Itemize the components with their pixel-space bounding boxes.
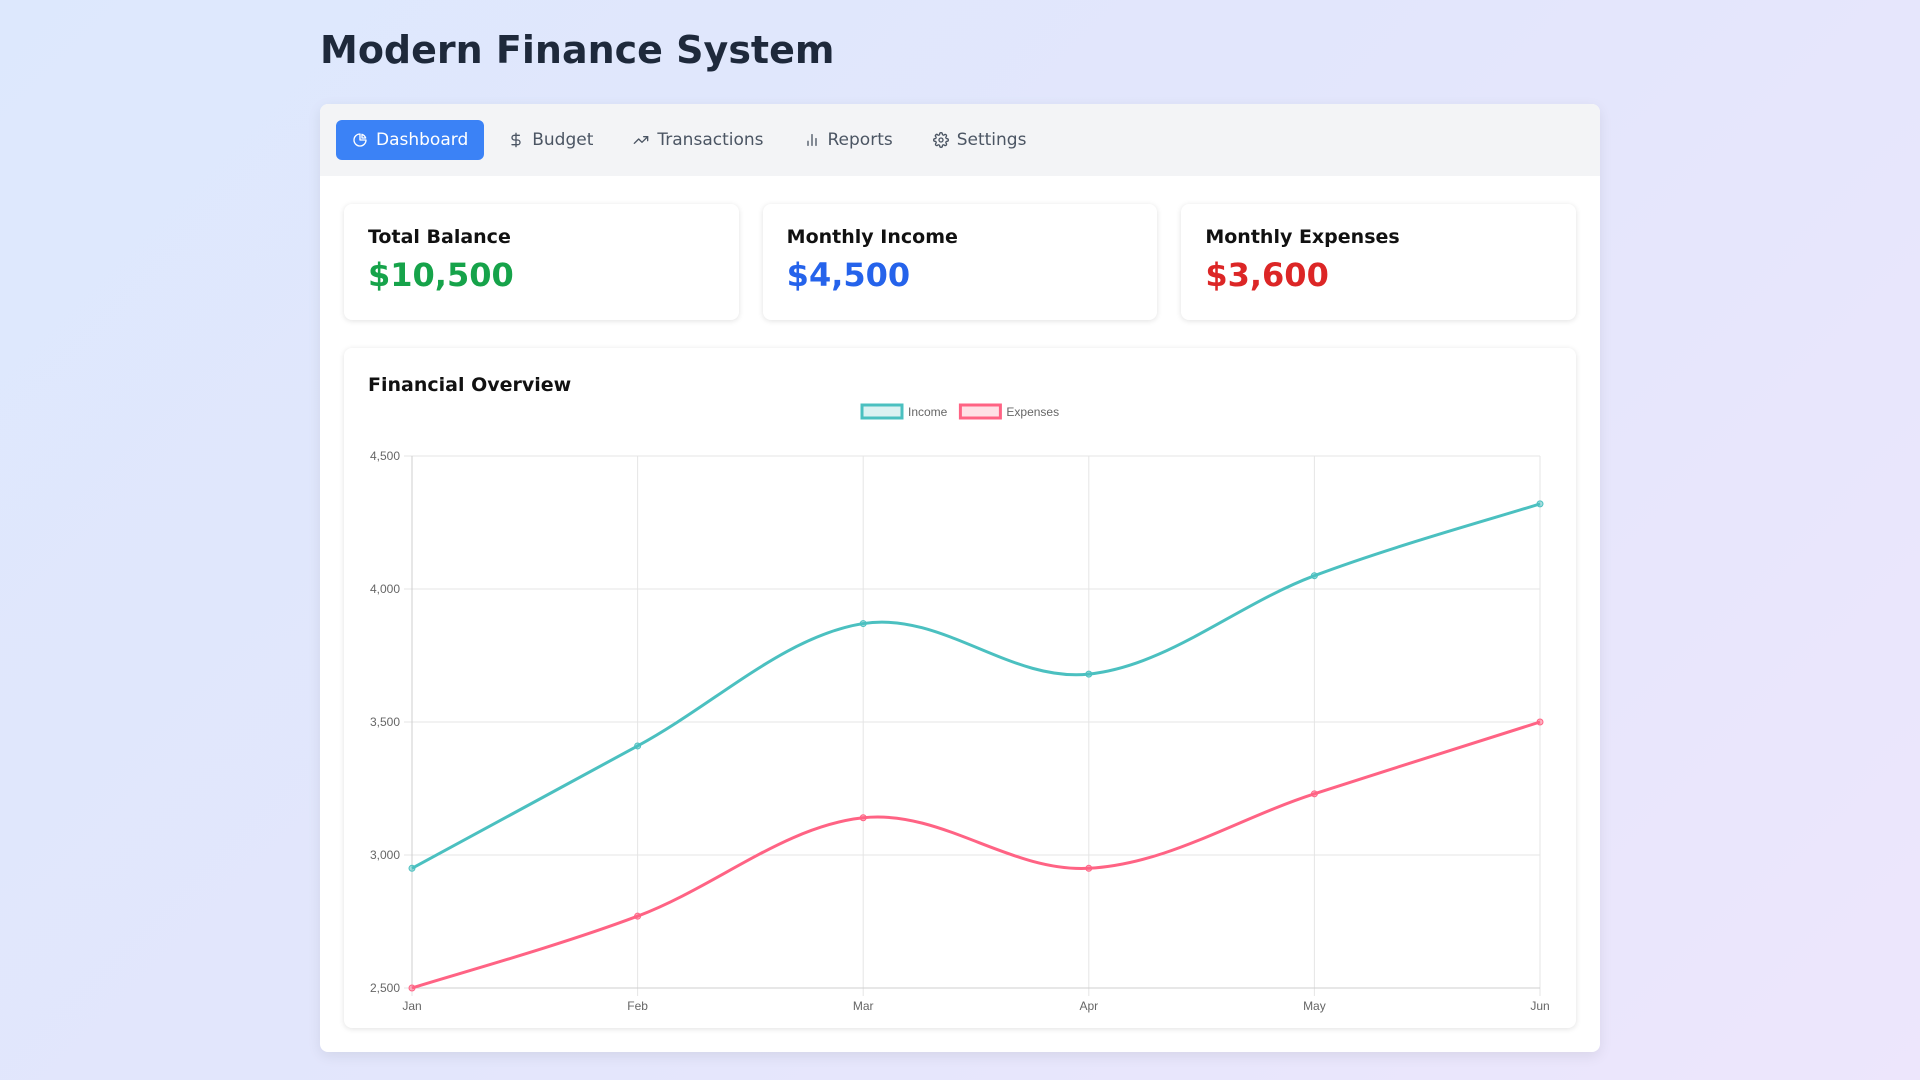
- income-point: [1536, 500, 1544, 508]
- expenses-point: [634, 912, 642, 920]
- tab-reports[interactable]: Reports: [788, 120, 909, 160]
- x-tick-label: Feb: [627, 999, 648, 1013]
- stat-label: Total Balance: [368, 226, 511, 248]
- income-point: [634, 742, 642, 750]
- tab-label: Reports: [827, 130, 893, 150]
- y-tick-label: 4,000: [370, 582, 400, 596]
- income-point: [1085, 670, 1093, 678]
- expenses-point: [859, 814, 867, 822]
- legend-swatch: [958, 403, 1002, 420]
- monthly-expenses-card: Monthly Expenses $3,600: [1181, 204, 1577, 320]
- chart-title: Financial Overview: [368, 374, 572, 396]
- total-balance-value: $10,500: [368, 256, 514, 294]
- x-tick-label: Jun: [1530, 999, 1549, 1013]
- stat-label: Monthly Income: [786, 226, 958, 248]
- x-tick-label: Apr: [1079, 999, 1098, 1013]
- income-point: [408, 864, 416, 872]
- tab-budget[interactable]: Budget: [492, 120, 609, 160]
- stat-label: Monthly Expenses: [1205, 226, 1400, 248]
- legend-swatch: [860, 403, 904, 420]
- tab-bar: Dashboard Budget Transactions Reports Se…: [320, 104, 1600, 176]
- expenses-point: [1536, 718, 1544, 726]
- legend-label: Expenses: [1006, 405, 1059, 419]
- income-point: [859, 620, 867, 628]
- x-tick-label: May: [1303, 999, 1326, 1013]
- total-balance-card: Total Balance $10,500: [344, 204, 739, 320]
- tab-transactions[interactable]: Transactions: [617, 120, 779, 160]
- page-title: Modern Finance System: [320, 28, 835, 72]
- x-tick-label: Mar: [853, 999, 874, 1013]
- financial-overview-card: Financial Overview 2,500 3,000 3,500 4,000 4…: [344, 348, 1576, 1028]
- expenses-line: [411, 720, 1541, 990]
- y-tick-label: 2,500: [370, 981, 400, 995]
- monthly-income-value: $4,500: [786, 256, 911, 294]
- dollar-icon: [511, 132, 521, 148]
- bar-chart-icon: [806, 134, 817, 146]
- y-tick-label: 3,000: [370, 848, 400, 862]
- income-point: [1310, 572, 1318, 580]
- stats-row: Total Balance $10,500 Monthly Income $4,…: [344, 204, 1577, 320]
- tab-label: Settings: [956, 130, 1027, 150]
- app-card: Dashboard Budget Transactions Reports Se…: [320, 104, 1600, 1052]
- expenses-point: [408, 984, 416, 992]
- monthly-income-card: Monthly Income $4,500: [762, 204, 1158, 320]
- x-tick-label: Jan: [402, 999, 421, 1013]
- pie-chart-icon: [353, 133, 367, 147]
- trending-up-icon: [634, 136, 649, 144]
- y-tick-label: 3,500: [370, 715, 400, 729]
- tab-settings[interactable]: Settings: [917, 120, 1043, 160]
- gear-icon: [932, 132, 949, 148]
- tab-label: Transactions: [657, 130, 764, 150]
- tab-label: Dashboard: [376, 130, 469, 150]
- line-chart: 2,500 3,000 3,500 4,000 4,500 Jan Feb Mar Apr May…: [370, 403, 1550, 1013]
- monthly-expenses-value: $3,600: [1205, 256, 1329, 294]
- tab-dashboard[interactable]: Dashboard: [336, 120, 485, 160]
- y-tick-label: 4,500: [370, 449, 400, 463]
- income-line: [411, 502, 1541, 870]
- expenses-point: [1085, 864, 1093, 872]
- legend-label: Income: [908, 405, 948, 419]
- tab-label: Budget: [532, 130, 594, 150]
- expenses-point: [1310, 790, 1318, 798]
